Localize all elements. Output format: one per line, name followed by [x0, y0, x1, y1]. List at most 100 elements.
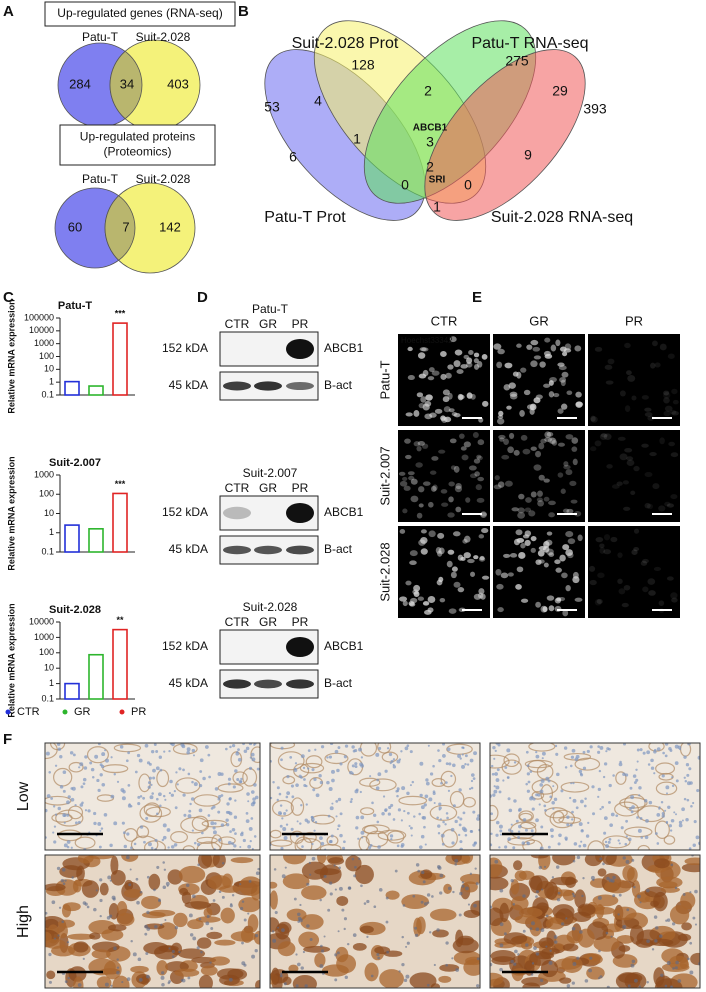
nucleus — [504, 362, 513, 369]
nucleus — [45, 911, 48, 915]
nucleus — [554, 744, 558, 748]
nucleus — [499, 437, 505, 442]
nucleus — [530, 547, 536, 553]
nucleus — [445, 812, 449, 815]
nucleus — [302, 766, 306, 770]
nucleus — [439, 598, 446, 603]
nucleus — [100, 827, 104, 830]
image-border — [269, 854, 481, 989]
nucleus — [445, 762, 449, 766]
stained-cell — [593, 935, 620, 952]
nucleus — [414, 933, 419, 938]
nucleus — [66, 941, 70, 944]
nucleus — [402, 508, 408, 514]
nucleus — [250, 790, 255, 794]
nucleus — [283, 982, 287, 986]
nucleus — [663, 410, 671, 417]
nucleus — [72, 753, 76, 757]
nucleus — [518, 493, 525, 500]
nucleus — [674, 966, 678, 970]
nucleus — [499, 922, 504, 927]
nucleus — [581, 894, 584, 898]
nucleus — [442, 396, 450, 403]
stained-cell — [72, 879, 82, 893]
nucleus — [631, 395, 637, 401]
stained-cell — [385, 890, 400, 900]
nucleus — [513, 761, 517, 764]
nucleus — [438, 449, 446, 454]
nucleus — [242, 743, 245, 746]
nucleus — [576, 855, 581, 860]
nucleus — [160, 975, 165, 980]
nucleus — [535, 818, 539, 823]
nucleus — [285, 809, 288, 812]
nucleus — [210, 821, 215, 826]
stained-cell — [212, 855, 226, 869]
nucleus — [658, 934, 663, 938]
nucleus — [683, 776, 686, 779]
nucleus — [339, 833, 343, 838]
nucleus — [697, 755, 700, 760]
stained-cell — [452, 937, 479, 954]
nucleus — [463, 354, 469, 360]
nucleus — [59, 755, 63, 759]
nucleus — [302, 950, 306, 954]
nucleus — [392, 818, 396, 821]
panel-label: D — [197, 289, 208, 306]
nucleus — [439, 891, 443, 895]
nucleus — [420, 396, 427, 403]
nucleus — [448, 408, 455, 413]
nucleus — [320, 841, 325, 846]
nucleus — [67, 795, 71, 799]
nucleus — [308, 861, 311, 864]
nucleus — [472, 777, 476, 780]
stained-cell — [286, 908, 307, 922]
nucleus — [400, 842, 405, 847]
nucleus — [360, 830, 365, 835]
nucleus — [535, 793, 539, 797]
nucleus — [139, 795, 143, 798]
y-tick-label: 10000 — [29, 325, 54, 335]
nucleus — [178, 950, 181, 954]
nucleus — [673, 811, 676, 814]
nucleus — [678, 820, 683, 825]
nucleus — [143, 840, 146, 844]
nucleus — [62, 789, 66, 793]
nucleus — [481, 354, 488, 360]
nucleus — [434, 408, 443, 414]
nucleus — [144, 924, 148, 929]
nucleus — [454, 819, 458, 824]
nucleus — [398, 970, 401, 973]
nucleus — [410, 834, 413, 837]
nucleus — [162, 823, 167, 828]
nucleus — [513, 449, 520, 456]
nucleus — [281, 817, 284, 820]
nucleus — [650, 766, 655, 770]
nucleus — [247, 800, 250, 803]
gland — [319, 844, 342, 850]
nucleus — [147, 842, 152, 847]
nucleus — [407, 471, 415, 476]
nucleus — [597, 787, 601, 792]
nucleus — [228, 797, 232, 801]
nucleus — [467, 558, 475, 564]
nucleus — [87, 809, 91, 813]
nucleus — [209, 961, 212, 964]
nucleus — [565, 531, 574, 538]
protein-label: ABCB1 — [324, 341, 364, 355]
nucleus — [225, 810, 229, 814]
nucleus — [251, 954, 256, 959]
nucleus — [279, 974, 283, 978]
nucleus — [606, 464, 613, 469]
nucleus — [658, 600, 665, 606]
nucleus — [590, 446, 597, 452]
nucleus — [537, 500, 545, 507]
nucleus — [375, 752, 380, 757]
nucleus — [128, 883, 132, 887]
stained-cell — [513, 860, 523, 871]
nucleus — [688, 847, 692, 850]
nucleus — [300, 966, 304, 970]
nucleus — [53, 840, 57, 844]
nucleus — [493, 789, 498, 794]
nucleus — [213, 822, 217, 825]
